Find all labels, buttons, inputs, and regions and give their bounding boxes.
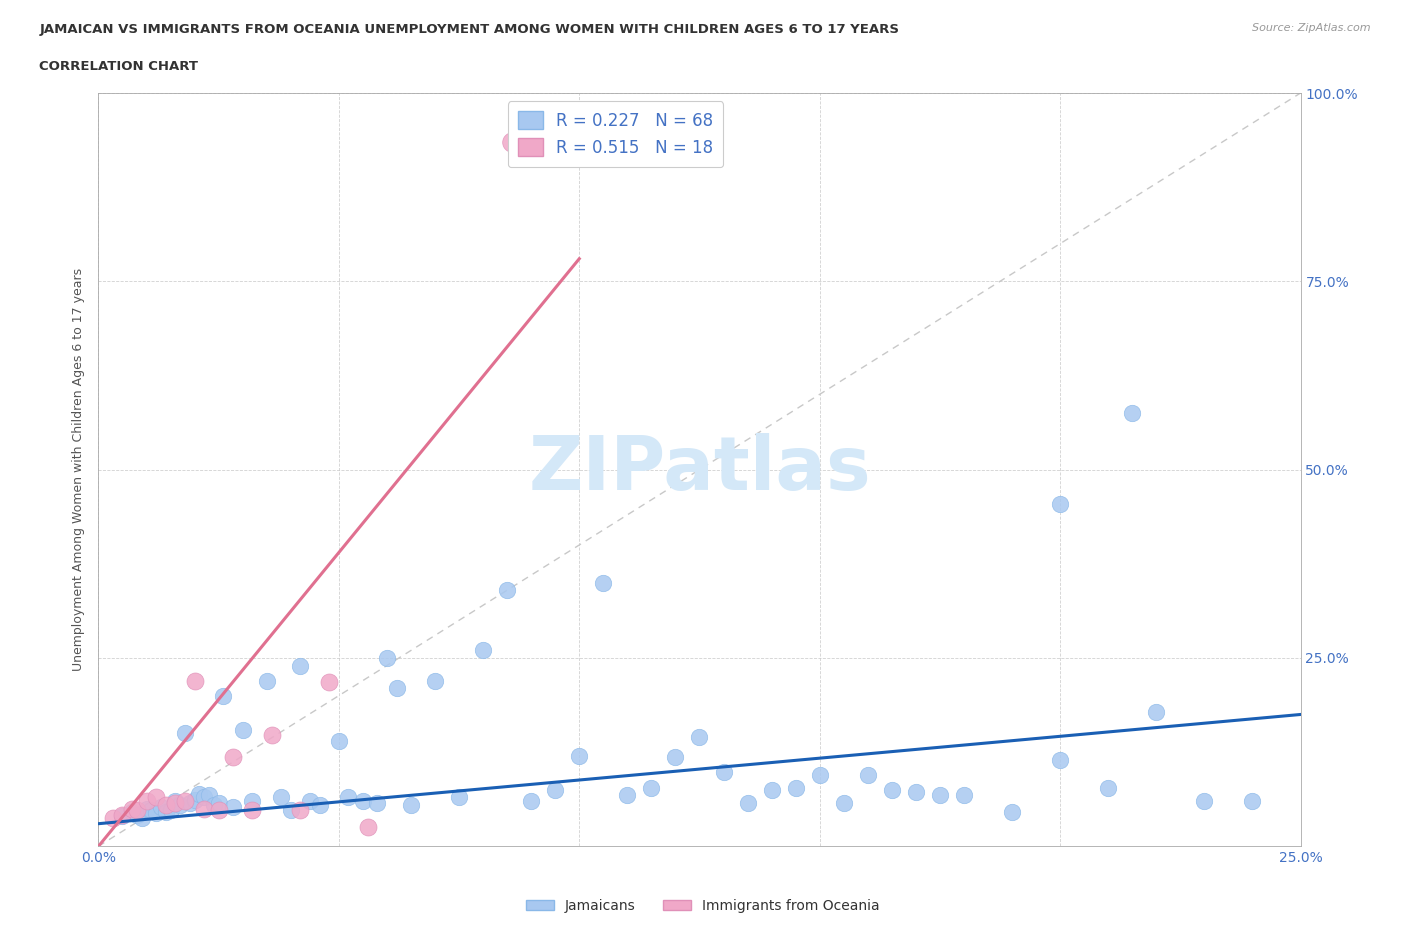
Point xyxy=(159,803,181,817)
Point xyxy=(880,782,903,797)
Point xyxy=(832,795,855,810)
Point xyxy=(222,750,245,764)
Point xyxy=(155,797,177,812)
Point xyxy=(385,681,408,696)
Point xyxy=(149,800,172,815)
Point xyxy=(256,673,278,688)
Point xyxy=(501,135,523,150)
Point xyxy=(640,780,662,795)
Text: Source: ZipAtlas.com: Source: ZipAtlas.com xyxy=(1253,23,1371,33)
Text: JAMAICAN VS IMMIGRANTS FROM OCEANIA UNEMPLOYMENT AMONG WOMEN WITH CHILDREN AGES : JAMAICAN VS IMMIGRANTS FROM OCEANIA UNEM… xyxy=(39,23,900,36)
Point xyxy=(270,790,292,804)
Point xyxy=(111,809,134,824)
Point xyxy=(1121,405,1143,420)
Point xyxy=(1241,793,1264,808)
Point xyxy=(165,795,187,810)
Point xyxy=(290,803,312,817)
Point xyxy=(145,790,167,804)
Point xyxy=(188,786,211,801)
Point xyxy=(337,790,360,804)
Point xyxy=(145,805,167,820)
Point xyxy=(169,797,191,812)
Point xyxy=(125,807,148,822)
Point xyxy=(121,802,143,817)
Point xyxy=(208,795,231,810)
Point xyxy=(308,797,330,812)
Point xyxy=(135,793,157,808)
Point xyxy=(298,793,321,808)
Point xyxy=(174,793,197,808)
Point xyxy=(761,782,783,797)
Point xyxy=(520,793,543,808)
Point xyxy=(212,688,235,703)
Text: CORRELATION CHART: CORRELATION CHART xyxy=(39,60,198,73)
Point xyxy=(125,803,148,817)
Point xyxy=(616,788,638,803)
Point xyxy=(240,793,263,808)
Point xyxy=(232,722,254,737)
Point xyxy=(179,795,201,810)
Point xyxy=(423,673,446,688)
Point xyxy=(737,795,759,810)
Point xyxy=(111,807,134,822)
Point xyxy=(165,793,187,808)
Point xyxy=(222,800,245,815)
Point xyxy=(1194,793,1216,808)
Point xyxy=(953,788,976,803)
Point xyxy=(928,788,950,803)
Point xyxy=(568,749,591,764)
Legend: Jamaicans, Immigrants from Oceania: Jamaicans, Immigrants from Oceania xyxy=(520,894,886,919)
Point xyxy=(399,797,422,812)
Point xyxy=(198,788,221,803)
Point xyxy=(193,790,215,804)
Point xyxy=(904,785,927,800)
Point xyxy=(357,820,380,835)
Point xyxy=(141,803,163,817)
Point xyxy=(785,780,807,795)
Point xyxy=(280,803,302,817)
Y-axis label: Unemployment Among Women with Children Ages 6 to 17 years: Unemployment Among Women with Children A… xyxy=(72,268,86,671)
Point xyxy=(155,804,177,819)
Point xyxy=(352,793,374,808)
Point xyxy=(101,810,124,825)
Point xyxy=(174,726,197,741)
Point xyxy=(496,583,519,598)
Point xyxy=(121,805,143,820)
Point xyxy=(1049,496,1071,511)
Point xyxy=(1001,805,1024,820)
Point xyxy=(664,750,686,764)
Point xyxy=(375,651,398,666)
Point xyxy=(689,730,711,745)
Point xyxy=(183,673,205,688)
Point xyxy=(544,782,567,797)
Point xyxy=(592,575,614,591)
Point xyxy=(856,767,879,782)
Point xyxy=(290,658,312,673)
Point xyxy=(131,810,153,825)
Point xyxy=(135,802,157,817)
Point xyxy=(240,803,263,817)
Text: ZIPatlas: ZIPatlas xyxy=(529,433,870,506)
Point xyxy=(808,767,831,782)
Point xyxy=(183,792,205,807)
Point xyxy=(260,727,283,742)
Point xyxy=(1144,705,1167,720)
Point xyxy=(713,765,735,780)
Point xyxy=(318,674,340,689)
Point xyxy=(328,734,350,749)
Point xyxy=(208,803,231,817)
Point xyxy=(366,795,388,810)
Point xyxy=(202,797,225,812)
Point xyxy=(193,802,215,817)
Point xyxy=(447,790,470,804)
Legend: R = 0.227   N = 68, R = 0.515   N = 18: R = 0.227 N = 68, R = 0.515 N = 18 xyxy=(508,101,723,167)
Point xyxy=(1097,780,1119,795)
Point xyxy=(1049,752,1071,767)
Point xyxy=(472,643,495,658)
